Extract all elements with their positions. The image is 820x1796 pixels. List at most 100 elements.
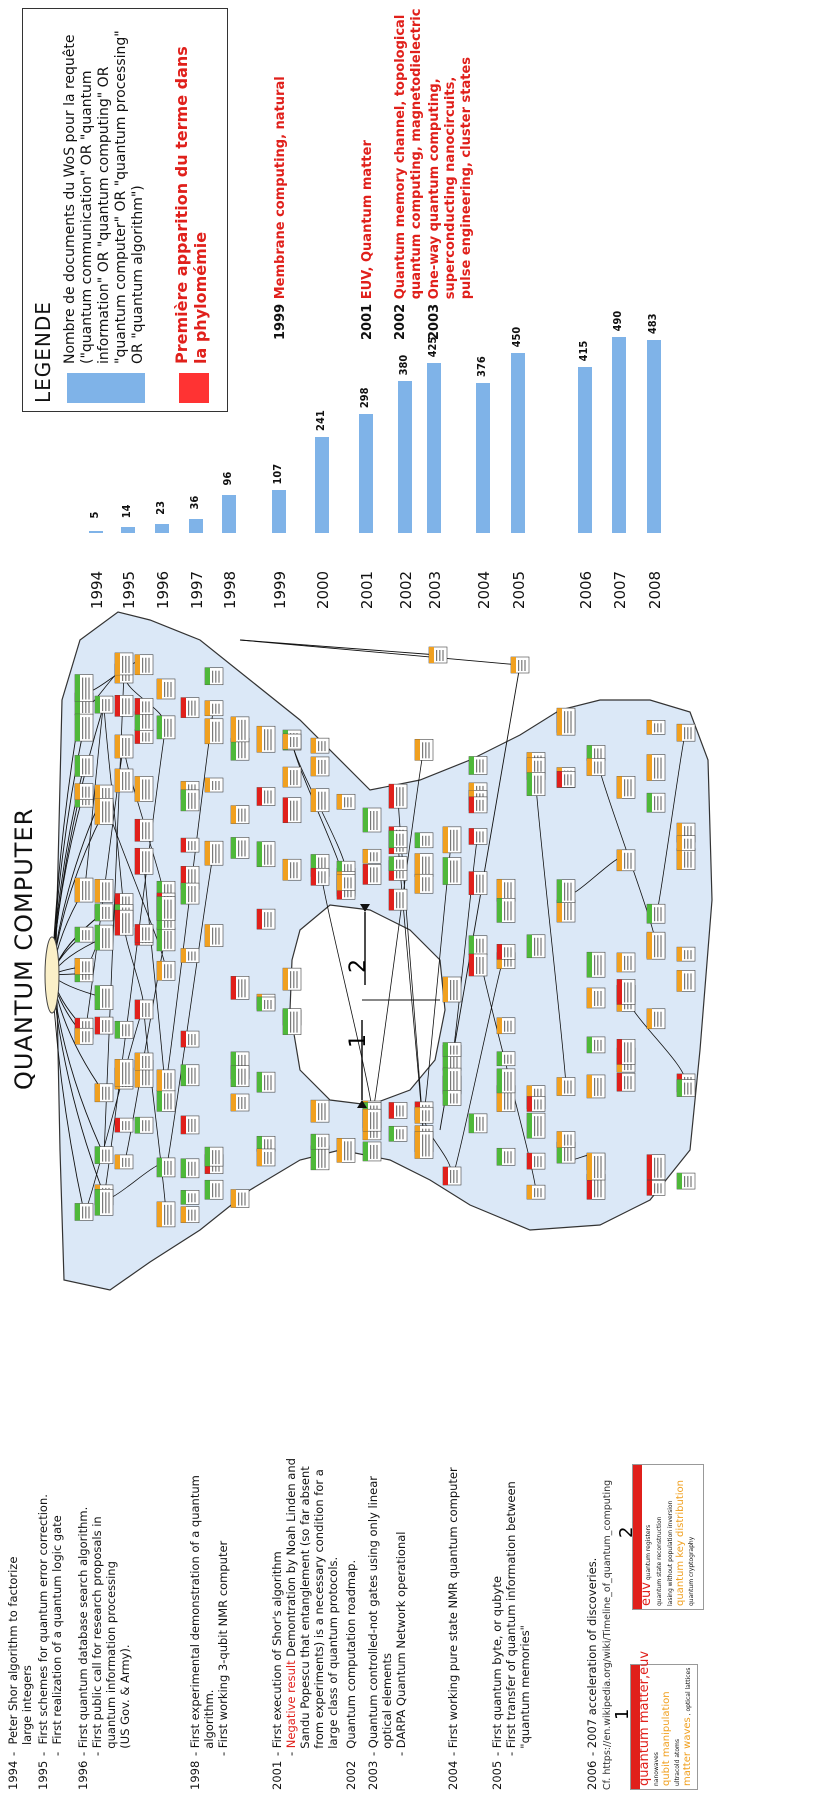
topic-node	[94, 695, 114, 714]
bar-1995	[121, 527, 135, 533]
topic-node	[556, 879, 576, 903]
topic-node	[310, 788, 330, 813]
topic-node	[94, 1188, 114, 1216]
topic-node	[586, 987, 606, 1009]
bar-value-1996: 23	[154, 500, 167, 515]
topic-node	[496, 878, 516, 902]
bar-value-2000: 241	[314, 410, 327, 431]
topic-node	[586, 1036, 606, 1054]
year-label-1995: 1995	[120, 570, 138, 610]
topic-node	[74, 1203, 94, 1221]
topic-node	[646, 720, 666, 735]
topic-node	[414, 873, 434, 894]
topic-node	[282, 967, 302, 991]
topic-node	[310, 1133, 330, 1150]
timeline-event-2002: 2002 Quantum computation roadmap.	[344, 1559, 358, 1790]
topic-node	[156, 896, 176, 921]
arrowhead-region-2	[360, 904, 370, 912]
timeline-event-2006: 2006- 2007 acceleration of discoveries.	[585, 1557, 599, 1790]
topic-node	[442, 1042, 462, 1057]
topic-node	[74, 755, 94, 777]
bar-value-2002: 380	[397, 354, 410, 376]
topic-node	[94, 924, 114, 951]
cluster-regions	[55, 611, 713, 1291]
topic-node	[468, 828, 488, 845]
bar-1998	[222, 494, 236, 533]
topic-node	[414, 1131, 434, 1159]
topic-node	[134, 1116, 154, 1134]
topic-node	[496, 1017, 516, 1035]
topic-node	[204, 700, 224, 717]
topic-node	[204, 1179, 224, 1200]
topic-node	[204, 924, 224, 947]
topic-node	[114, 652, 134, 676]
topic-node	[74, 713, 94, 742]
topic-node	[156, 1090, 176, 1112]
topic-node	[676, 1172, 696, 1190]
edge	[535, 784, 567, 1087]
topic-node	[156, 1201, 176, 1228]
topic-node	[388, 856, 408, 871]
topic-node	[134, 847, 154, 875]
topic-node	[180, 1064, 200, 1087]
topic-node	[94, 784, 114, 801]
topic-node	[616, 849, 636, 872]
region-label-1: 1	[346, 1034, 371, 1048]
topic-node	[180, 837, 200, 853]
citation: Cf. https://en.wikipedia.org/wiki/Timeli…	[602, 1479, 613, 1790]
bar-1994	[89, 531, 103, 533]
topic-node	[468, 953, 488, 977]
topic-node	[310, 867, 330, 886]
topic-node	[230, 837, 250, 859]
root-node	[44, 936, 60, 1014]
cl2-line-3: quantum key distribution	[675, 1479, 686, 1606]
topic-node	[156, 1069, 176, 1092]
region-label-2: 2	[346, 959, 371, 973]
topic-node	[204, 667, 224, 686]
topic-node	[526, 1184, 546, 1200]
topic-node	[230, 805, 250, 824]
topic-node	[646, 903, 666, 924]
topic-node	[94, 985, 114, 1010]
topic-node	[230, 716, 250, 743]
topic-node	[180, 948, 200, 963]
bar-1997	[189, 518, 203, 533]
topic-node	[310, 1145, 330, 1171]
topic-node	[496, 1051, 516, 1067]
year-label-2005: 2005	[510, 570, 528, 610]
topic-node	[442, 976, 462, 1003]
topic-node	[134, 776, 154, 802]
topic-node	[134, 924, 154, 943]
region-arrows	[357, 904, 440, 1108]
topic-node	[414, 832, 434, 849]
topic-node	[362, 807, 382, 833]
topic-node	[134, 711, 154, 731]
topic-node	[586, 745, 606, 761]
topic-node	[134, 1052, 154, 1071]
term-annotation-2003: 2003 One-way quantum computing,2003 supe…	[427, 56, 474, 340]
topic-node	[556, 1077, 576, 1096]
edge	[239, 639, 521, 666]
topic-node	[114, 1020, 134, 1039]
topic-node	[428, 646, 448, 664]
topic-node	[646, 792, 666, 813]
bar-value-2001: 298	[358, 387, 371, 409]
topic-node	[586, 1152, 606, 1181]
topic-node	[510, 656, 530, 674]
year-label-2008: 2008	[646, 570, 664, 610]
bar-value-1999: 107	[271, 463, 284, 485]
year-label-2000: 2000	[314, 570, 332, 610]
timeline-event-2004: 2004- First working pure state NMR quant…	[446, 1467, 460, 1790]
topic-node	[180, 1158, 200, 1179]
topic-node	[414, 853, 434, 877]
topic-node	[336, 874, 356, 891]
edge	[103, 673, 125, 1156]
topic-node	[180, 1206, 200, 1223]
bar-value-2005: 450	[510, 326, 523, 348]
topic-node	[310, 737, 330, 754]
topic-node	[526, 1112, 546, 1139]
year-label-2003: 2003	[426, 570, 444, 610]
bar-value-2008: 483	[646, 313, 659, 335]
year-label-1999: 1999	[271, 570, 289, 610]
